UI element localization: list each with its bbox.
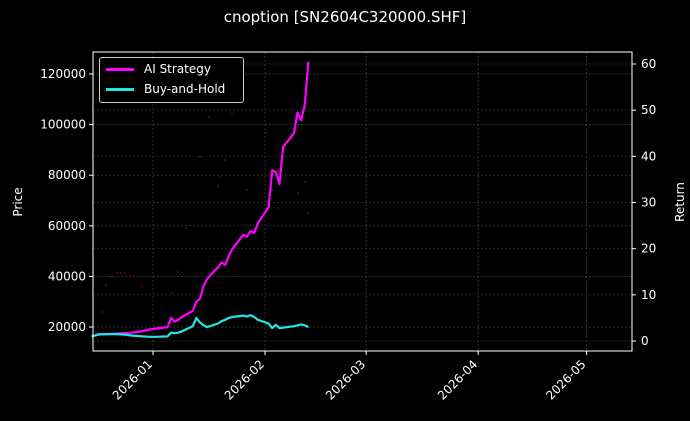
svg-text:2026-01: 2026-01: [110, 357, 155, 402]
legend-label: Buy-and-Hold: [144, 82, 226, 96]
legend-label: AI Strategy: [144, 62, 211, 76]
legend: AI Strategy Buy-and-Hold: [99, 57, 244, 103]
svg-text:30: 30: [641, 196, 656, 210]
chart-title: cnoption [SN2604C320000.SHF]: [223, 8, 467, 26]
svg-text:80000: 80000: [48, 168, 86, 182]
svg-text:20000: 20000: [48, 320, 86, 334]
legend-item-buy-and-hold: Buy-and-Hold: [106, 82, 225, 96]
svg-text:10: 10: [641, 288, 656, 302]
legend-swatch-ai-strategy: [106, 67, 134, 71]
svg-text:2026-05: 2026-05: [543, 357, 588, 402]
svg-text:0: 0: [641, 334, 649, 348]
svg-text:20: 20: [641, 242, 656, 256]
svg-text:40000: 40000: [48, 269, 86, 283]
legend-swatch-buy-and-hold: [106, 87, 134, 91]
svg-text:2026-02: 2026-02: [222, 357, 267, 402]
svg-text:120000: 120000: [40, 67, 86, 81]
svg-text:50: 50: [641, 103, 656, 117]
svg-text:60000: 60000: [48, 219, 86, 233]
svg-text:100000: 100000: [40, 118, 86, 132]
y-axis-right-label: Return: [673, 182, 687, 222]
svg-text:2026-04: 2026-04: [435, 357, 480, 402]
legend-item-ai-strategy: AI Strategy: [106, 62, 211, 76]
y-axis-left-label: Price: [11, 187, 25, 217]
svg-text:40: 40: [641, 149, 656, 163]
svg-text:60: 60: [641, 57, 656, 71]
svg-text:2026-03: 2026-03: [323, 357, 368, 402]
